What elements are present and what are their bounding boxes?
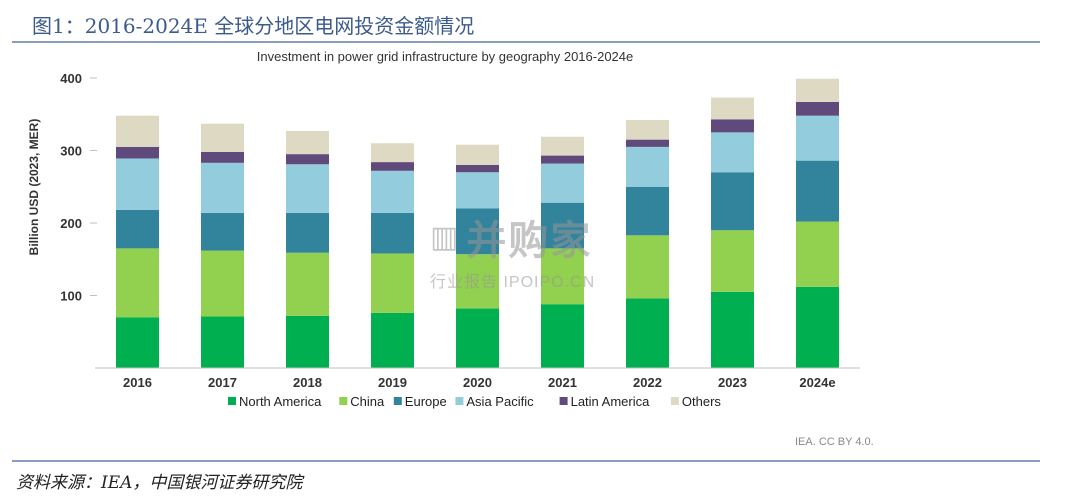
legend-swatch <box>455 397 464 405</box>
chart-title: Investment in power grid infrastructure … <box>257 49 634 64</box>
bar-segment <box>541 163 584 203</box>
bar-segment <box>711 132 754 173</box>
y-axis-label: Billion USD (2023, MER) <box>27 119 41 256</box>
bar-segment <box>456 208 499 255</box>
bar-segment <box>116 209 159 249</box>
bar-segment <box>541 304 584 368</box>
bar-segment <box>286 154 329 165</box>
bar-segment <box>796 160 839 222</box>
bar-segment <box>201 250 244 317</box>
bar-segment <box>626 120 669 140</box>
bar-segment <box>711 119 754 133</box>
y-tick-label: 400 <box>60 71 82 86</box>
bar-segment <box>201 151 244 163</box>
bar-segment <box>456 165 499 173</box>
legend-label: Latin America <box>571 394 651 409</box>
legend-swatch <box>228 397 236 405</box>
bar-segment <box>201 212 244 251</box>
bar-segment <box>626 235 669 299</box>
bar-segment <box>711 230 754 292</box>
bar-segment <box>201 162 244 213</box>
y-tick-label: 300 <box>60 144 82 159</box>
license-note: IEA. CC BY 4.0. <box>795 436 874 448</box>
bar-segment <box>456 254 499 309</box>
bar-segment <box>286 315 329 368</box>
bar-segment <box>796 221 839 287</box>
bar-segment <box>711 291 754 368</box>
bar-series <box>116 78 839 368</box>
legend-label: Asia Pacific <box>466 394 534 409</box>
bar-segment <box>541 248 584 305</box>
bar-segment <box>201 123 244 152</box>
legend-swatch <box>393 397 402 405</box>
bar-segment <box>286 130 329 155</box>
bar-segment <box>626 186 669 236</box>
bar-segment <box>456 172 499 209</box>
bar-segment <box>286 252 329 316</box>
top-divider <box>12 41 1040 43</box>
bar-segment <box>116 115 159 147</box>
bar-segment <box>371 212 414 254</box>
x-axis: 2016 2017 2018 2019 2020 2021 2022 2023 2024e <box>123 375 836 390</box>
x-tick-label: 2024e <box>799 375 835 390</box>
legend-label: Others <box>682 394 722 409</box>
bar-segment <box>456 308 499 368</box>
stacked-bar-chart: Investment in power grid infrastructure … <box>27 49 860 409</box>
bar-segment <box>116 158 159 210</box>
legend-swatch <box>559 397 568 405</box>
bar-segment <box>371 162 414 171</box>
bar-segment <box>116 248 159 318</box>
bar-segment <box>626 146 669 187</box>
bar-segment <box>796 101 839 116</box>
bar-segment <box>371 312 414 368</box>
source-note: 资料来源：IEA，中国银河证券研究院 <box>16 473 303 493</box>
x-tick-label: 2019 <box>378 375 407 390</box>
bar-segment <box>286 164 329 213</box>
bar-segment <box>116 146 159 159</box>
x-tick-label: 2018 <box>293 375 322 390</box>
bar-segment <box>796 286 839 368</box>
bar-segment <box>371 143 414 163</box>
legend-label: China <box>350 394 385 409</box>
y-tick-label: 100 <box>60 289 82 304</box>
bar-segment <box>541 155 584 164</box>
bar-segment <box>201 316 244 368</box>
x-tick-label: 2022 <box>633 375 662 390</box>
bar-segment <box>371 170 414 213</box>
bar-segment <box>711 172 754 231</box>
y-tick-label: 200 <box>60 216 82 231</box>
figure-caption: 图1：2016-2024E 全球分地区电网投资金额情况 <box>32 14 475 38</box>
legend-swatch <box>670 397 679 405</box>
bar-segment <box>711 97 754 120</box>
legend-label: Europe <box>405 394 447 409</box>
x-tick-label: 2017 <box>208 375 237 390</box>
bar-segment <box>626 298 669 368</box>
legend-swatch <box>339 397 348 405</box>
bar-segment <box>541 202 584 249</box>
y-axis: 100 200 300 400 <box>60 71 97 304</box>
bar-segment <box>796 78 839 102</box>
bar-segment <box>116 317 159 368</box>
bottom-divider <box>12 460 1040 462</box>
x-tick-label: 2023 <box>718 375 747 390</box>
bar-segment <box>541 136 584 156</box>
legend: North America China Europe Asia Pacific Lati… <box>228 394 721 409</box>
x-tick-label: 2016 <box>123 375 152 390</box>
legend-label: North America <box>239 394 322 409</box>
x-tick-label: 2021 <box>548 375 577 390</box>
bar-segment <box>796 115 839 161</box>
bar-segment <box>456 144 499 165</box>
bar-segment <box>286 212 329 253</box>
x-tick-label: 2020 <box>463 375 492 390</box>
bar-segment <box>626 139 669 147</box>
bar-segment <box>371 253 414 313</box>
